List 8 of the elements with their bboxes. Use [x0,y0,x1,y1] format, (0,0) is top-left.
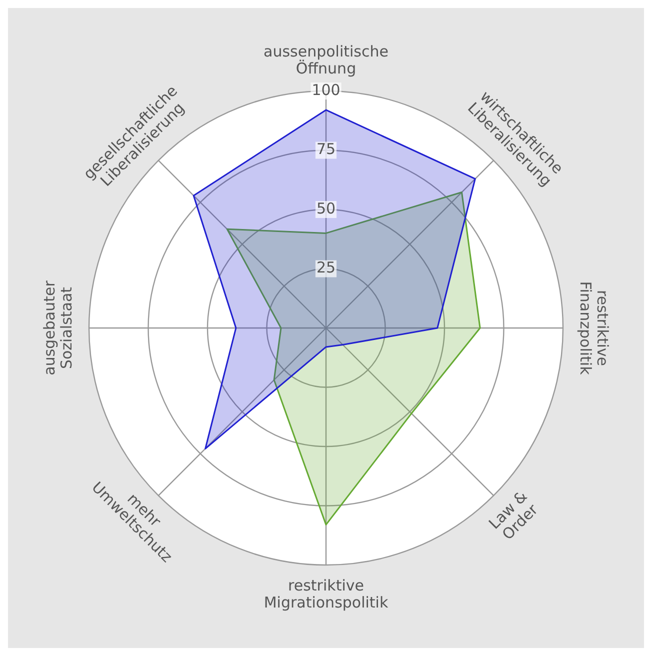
spoke-label: ausgebauter Sozialstaat [40,280,76,376]
spoke-label: restriktive Finanzpolitik [576,281,612,376]
y-tick-label: 75 [316,140,336,158]
y-tick-label: 50 [316,199,336,218]
spoke-label: restriktive Migrationspolitik [264,576,388,612]
y-tick-label: 25 [316,258,336,277]
spoke-label: aussenpolitische Öffnung [264,42,388,78]
y-tick-label: 100 [312,80,340,99]
